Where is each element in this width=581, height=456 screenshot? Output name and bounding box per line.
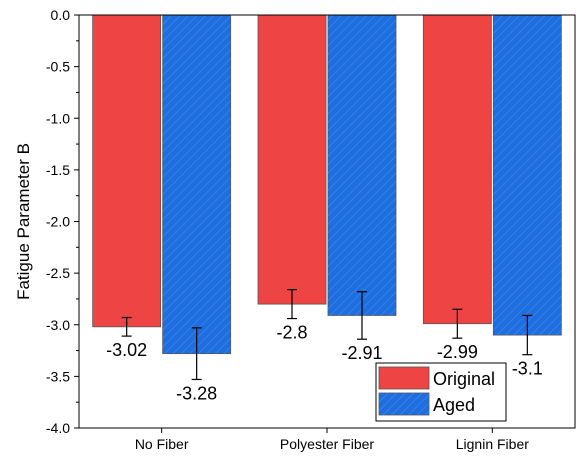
y-tick-label: -0.5: [46, 59, 70, 75]
y-tick-label: -3.5: [46, 368, 70, 384]
y-tick-label: -4.0: [46, 420, 70, 436]
data-label: -3.28: [176, 383, 217, 403]
bar-hatch-aged: [162, 15, 231, 354]
y-tick-label: -2.5: [46, 265, 70, 281]
legend-swatch-original: [378, 366, 430, 390]
x-category-label: Polyester Fiber: [280, 436, 374, 452]
data-label: -2.99: [437, 342, 478, 362]
error-bars-group: [121, 289, 533, 381]
x-category-label: No Fiber: [135, 436, 189, 452]
bar-hatch-aged: [493, 15, 562, 336]
y-tick-label: -1.0: [46, 110, 70, 126]
legend-label-original: Original: [433, 369, 495, 389]
legend-label-aged: Aged: [433, 395, 475, 415]
data-label: -2.91: [341, 343, 382, 363]
data-label: -3.02: [106, 340, 147, 360]
bar-original: [422, 14, 492, 325]
y-tick-label: -3.0: [46, 317, 70, 333]
data-label: -2.8: [276, 323, 307, 343]
bars-group: [92, 14, 562, 355]
y-axis-title: Fatigue Parameter B: [14, 143, 33, 300]
data-label: -3.1: [512, 359, 543, 379]
legend: Original Aged: [375, 362, 507, 422]
legend-hatch-aged: [379, 393, 429, 415]
bar-original: [257, 14, 327, 305]
data-labels-group: -3.02 -3.28 -2.8 -2.91 -2.99 -3.1: [106, 323, 543, 404]
x-axis: No Fiber Polyester Fiber Lignin Fiber: [135, 428, 529, 452]
y-tick-label: 0.0: [51, 7, 71, 23]
x-category-label: Lignin Fiber: [456, 436, 529, 452]
y-tick-label: -1.5: [46, 162, 70, 178]
bar-original: [92, 14, 162, 328]
y-tick-label: -2.0: [46, 214, 70, 230]
bar-hatch-aged: [328, 15, 396, 316]
y-axis: 0.0 -0.5 -1.0 -1.5 -2.0 -2.5 -3.0 -3.5 -4.0: [46, 7, 79, 436]
